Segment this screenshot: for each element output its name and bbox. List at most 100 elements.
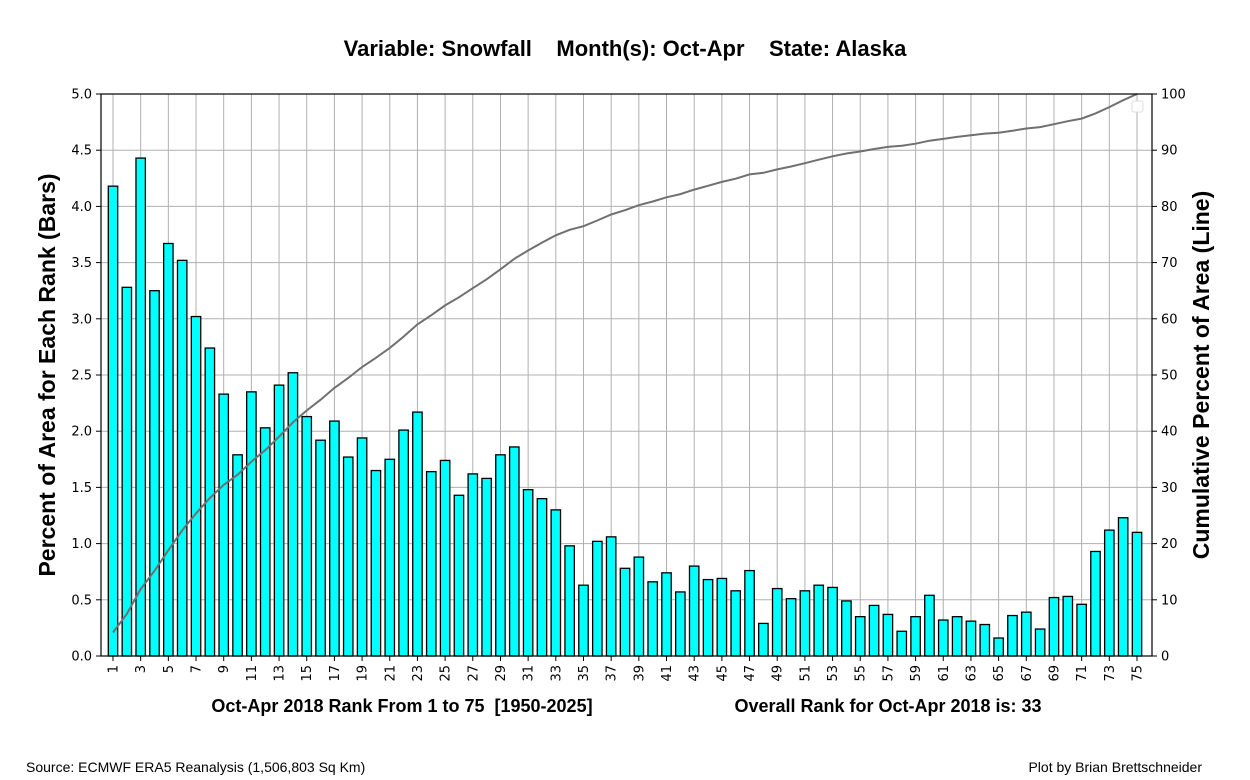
y-right-tick-label: 70 xyxy=(1161,256,1178,271)
x-tick-label: 73 xyxy=(1103,665,1118,682)
bar-rank-62 xyxy=(951,616,963,657)
x-tick-label: 9 xyxy=(217,665,232,673)
bar-rank-60 xyxy=(924,594,935,657)
y-right-tick-label: 80 xyxy=(1161,200,1178,215)
y-right-tick-label: 90 xyxy=(1161,144,1178,159)
y-tick-label: 3.5 xyxy=(71,256,92,271)
x-tick-label: 59 xyxy=(909,665,924,682)
y-right-tick-label: 20 xyxy=(1161,537,1178,552)
x-tick-label: 11 xyxy=(245,665,260,682)
bar-rank-20 xyxy=(370,469,382,657)
bars xyxy=(107,157,1143,657)
x-tick-label: 1 xyxy=(107,665,122,673)
bar-rank-50 xyxy=(785,598,797,657)
y-right-tick-label: 40 xyxy=(1161,425,1178,440)
bar-rank-74 xyxy=(1117,517,1129,657)
bar-rank-5 xyxy=(162,242,174,657)
bar-rank-15 xyxy=(301,415,313,657)
bar-rank-1 xyxy=(107,185,119,657)
y-axis-right: 0 10 20 30 40 50 60 70 80 90 100 xyxy=(1152,88,1186,665)
x-axis: 1 3 5 7 9 11 13 15 17 19 21 23 25 27 29 31 33 35 37 39 41 43 4… xyxy=(107,656,1146,682)
x-tick-label: 63 xyxy=(964,665,979,682)
y-right-tick-label: 0 xyxy=(1161,650,1169,665)
x-tick-label: 49 xyxy=(771,665,786,682)
bar-rank-73 xyxy=(1103,529,1115,657)
bar-rank-10 xyxy=(232,454,243,657)
x-axis-label: Oct-Apr 2018 Rank From 1 to 75 [1950-202… xyxy=(211,696,592,716)
bar-rank-45 xyxy=(716,577,728,657)
x-tick-label: 71 xyxy=(1075,665,1090,682)
x-tick-label: 75 xyxy=(1131,665,1146,682)
bar-rank-7 xyxy=(190,315,202,657)
bar-rank-13 xyxy=(273,384,285,657)
x-tick-label: 19 xyxy=(356,665,371,682)
y-tick-label: 2.5 xyxy=(71,369,92,384)
bar-rank-33 xyxy=(550,509,562,657)
bar-rank-42 xyxy=(674,591,686,657)
bar-rank-17 xyxy=(329,420,340,657)
bar-rank-18 xyxy=(342,456,354,657)
bar-rank-75 xyxy=(1131,531,1143,657)
y-tick-label: 2.0 xyxy=(71,425,92,440)
x-tick-label: 67 xyxy=(1020,665,1035,682)
bar-rank-49 xyxy=(771,587,783,657)
y-tick-label: 1.5 xyxy=(71,481,92,496)
bar-rank-71 xyxy=(1076,603,1088,657)
x-tick-label: 5 xyxy=(162,665,177,673)
y-tick-label: 5.0 xyxy=(71,88,92,103)
bar-rank-2 xyxy=(121,286,133,657)
x-tick-label: 23 xyxy=(411,665,426,682)
source-note: Source: ECMWF ERA5 Reanalysis (1,506,803… xyxy=(26,759,365,775)
bar-rank-51 xyxy=(799,590,811,657)
bar-rank-37 xyxy=(605,536,617,657)
bar-rank-31 xyxy=(522,488,534,657)
bar-rank-59 xyxy=(910,616,921,657)
y-axis-label-right: Cumulative Percent of Area (Line) xyxy=(1188,191,1214,560)
bar-rank-22 xyxy=(398,429,409,657)
bar-rank-46 xyxy=(730,590,742,657)
y-right-tick-label: 60 xyxy=(1161,312,1178,327)
x-tick-label: 13 xyxy=(273,665,288,682)
y-right-tick-label: 10 xyxy=(1161,593,1178,608)
x-tick-label: 35 xyxy=(577,665,592,682)
x-tick-label: 33 xyxy=(549,665,564,682)
overall-rank-label: Overall Rank for Oct-Apr 2018 is: 33 xyxy=(734,696,1041,716)
bar-rank-35 xyxy=(578,584,589,657)
y-tick-label: 4.0 xyxy=(71,200,92,215)
bar-rank-30 xyxy=(508,446,520,657)
bar-rank-58 xyxy=(896,630,908,657)
bar-rank-57 xyxy=(882,613,894,657)
bar-rank-29 xyxy=(495,454,506,657)
x-tick-label: 15 xyxy=(300,665,315,682)
y-tick-label: 0.5 xyxy=(71,593,92,608)
bar-rank-69 xyxy=(1048,596,1060,657)
bar-rank-53 xyxy=(827,586,838,657)
bar-rank-21 xyxy=(384,458,396,657)
bar-rank-27 xyxy=(467,473,479,657)
bar-rank-28 xyxy=(481,477,492,657)
legend-box xyxy=(1131,100,1144,113)
x-tick-label: 17 xyxy=(328,665,343,682)
x-tick-label: 29 xyxy=(494,665,509,682)
bar-rank-11 xyxy=(246,391,257,657)
bar-rank-70 xyxy=(1062,595,1074,657)
x-tick-label: 55 xyxy=(854,665,869,682)
x-tick-label: 3 xyxy=(134,665,149,673)
bar-rank-56 xyxy=(868,604,880,657)
bar-rank-34 xyxy=(564,545,576,657)
x-tick-label: 57 xyxy=(881,665,896,682)
x-tick-label: 31 xyxy=(522,665,537,682)
bar-rank-12 xyxy=(259,427,271,657)
bar-rank-48 xyxy=(758,622,769,657)
bar-rank-39 xyxy=(633,556,645,657)
bar-rank-68 xyxy=(1034,628,1046,657)
x-tick-label: 7 xyxy=(190,665,205,673)
y-axis-label-left: Percent of Area for Each Rank (Bars) xyxy=(34,173,60,576)
bar-rank-32 xyxy=(536,497,548,657)
bar-rank-54 xyxy=(841,600,852,657)
y-right-tick-label: 50 xyxy=(1161,369,1178,384)
y-axis-left: 0.0 0.5 1.0 1.5 2.0 2.5 3.0 3.5 4.0 4.5 5.0 xyxy=(71,88,101,665)
bar-rank-43 xyxy=(688,565,700,657)
bar-rank-64 xyxy=(979,623,991,657)
